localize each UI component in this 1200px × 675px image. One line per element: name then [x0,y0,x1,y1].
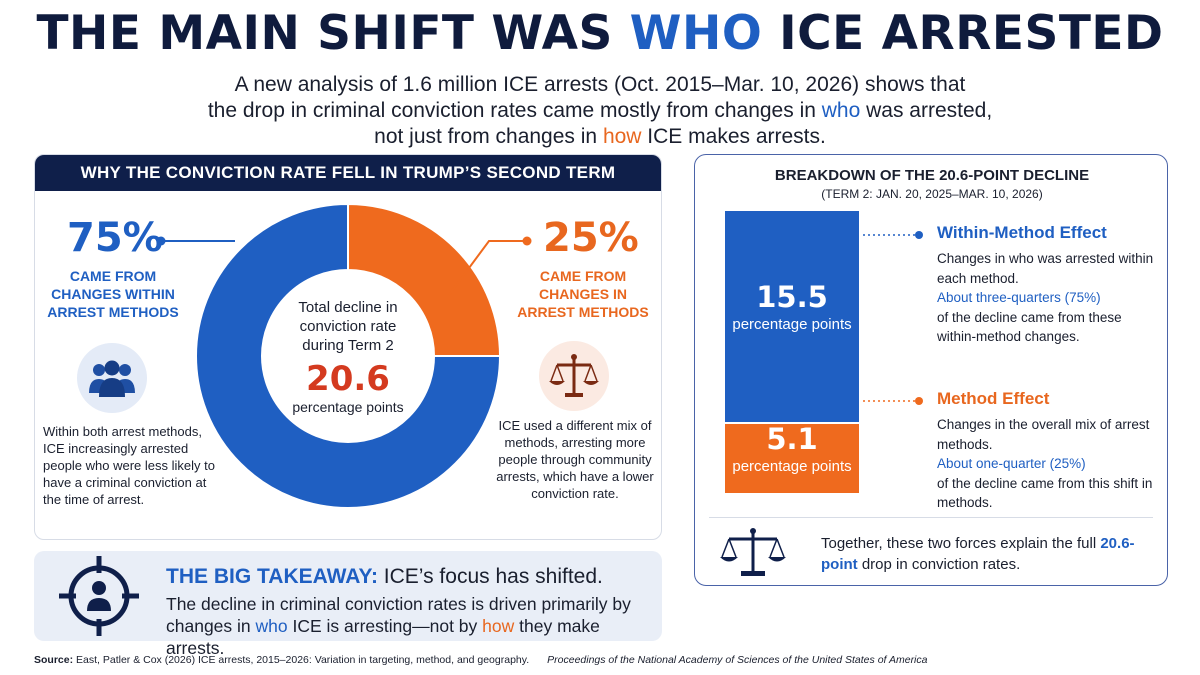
method-effect: Method Effect Changes in the overall mix… [937,389,1157,513]
conviction-donut-panel: WHY THE CONVICTION RATE FELL IN TRUMP’S … [34,154,662,540]
takeaway-body: The decline in criminal conviction rates… [166,593,656,659]
method-connector-dot [522,236,532,246]
method-bar-value: 5.1 [766,422,818,456]
people-group-icon [77,343,147,413]
source-label: Source: [34,654,74,666]
within-effect: Within-Method Effect Changes in who was … [937,223,1157,347]
title-text: THE MAIN SHIFT WAS [36,6,630,61]
takeaway-text: they make arrests. [166,616,600,658]
method-effect-text: Changes in the overall mix of arrest met… [937,417,1150,452]
within-label: CAME FROM CHANGES WITHIN ARREST METHODS [47,268,179,320]
breakdown-subtitle: (TERM 2: JAN. 20, 2025–MAR. 10, 2026) [821,187,1043,201]
takeaway-heading: THE BIG TAKEAWAY: ICE’s focus has shifte… [166,565,603,589]
page-title: THE MAIN SHIFT WAS WHO ICE ARRESTED [0,6,1200,61]
subtitle-line: not just from changes in how ICE makes a… [0,124,1200,150]
takeaway-accent: who [255,616,288,636]
within-effect-text: of the decline came from these within-me… [937,309,1122,345]
within-connector-dot [915,231,923,239]
center-unit: percentage points [292,398,404,415]
source-text: East, Patler & Cox (2026) ICE arrests, 2… [73,654,530,666]
subtitle-accent: who [821,99,861,122]
target-person-icon [59,556,139,636]
subtitle-line: A new analysis of 1.6 million ICE arrest… [234,73,966,96]
donut-svg [195,202,502,509]
within-effect-text: Changes in who was arrested within each … [937,251,1154,286]
within-percent: 75% [67,215,163,261]
panel-header: WHY THE CONVICTION RATE FELL IN TRUMP’S … [35,155,661,191]
takeaway-lead: THE BIG TAKEAWAY: [166,565,378,588]
together-pre: Together, these two forces explain the f… [821,535,1101,552]
subtitle-text: was arrested, [860,99,993,122]
together-accent: 20.6-point [821,535,1135,573]
subtitle-text: the drop in criminal conviction rates ca… [207,99,822,122]
within-bar: 15.5 percentage points [725,211,859,422]
subtitle-accent: how [602,125,642,148]
scales-icon [720,528,786,576]
method-bar-label: 5.1 percentage points [725,421,859,476]
method-effect-share: About one-quarter (25%) [937,454,1157,474]
source-citation: Source: East, Patler & Cox (2026) ICE ar… [34,654,927,666]
method-bar-unit: percentage points [732,458,852,475]
takeaway-accent: how [482,616,515,636]
donut-hole [262,270,434,442]
within-bar-label: 15.5 percentage points [725,279,859,334]
within-bar-unit: percentage points [732,316,852,333]
within-share: About three-quarters (75%) [937,290,1101,305]
method-effect-text: of the decline came from this shift in m… [937,475,1153,511]
takeaway-box: THE BIG TAKEAWAY: ICE’s focus has shifte… [34,551,662,658]
breakdown-panel: BREAKDOWN OF THE 20.6-POINT DECLINE (TER… [694,154,1168,586]
subtitle-text: ICE makes arrests. [641,125,826,148]
method-bar: 5.1 percentage points [725,421,859,493]
title-accent: WHO [629,6,763,61]
method-percent: 25% [543,215,639,261]
scales-icon [539,341,609,411]
method-note: ICE used a different mix of methods, arr… [496,418,654,501]
donut-chart: Total decline in conviction rate during … [193,201,503,511]
breakdown-title: BREAKDOWN OF THE 20.6-POINT DECLINE [774,167,1090,184]
method-connector-dot [915,397,923,405]
within-effect-heading: Within-Method Effect [937,223,1107,242]
subtitle-line: the drop in criminal conviction rates ca… [0,98,1200,124]
within-note: Within both arrest methods, ICE increasi… [43,424,215,507]
subtitle: A new analysis of 1.6 million ICE arrest… [0,72,1200,150]
within-effect-share: About three-quarters (75%) [937,288,1157,308]
within-bar-value: 15.5 [756,280,828,314]
method-effect-heading: Method Effect [937,389,1050,408]
divider [709,517,1153,518]
together-post: drop in conviction rates. [857,556,1021,573]
title-text-end: ICE ARRESTED [762,6,1164,61]
center-value: 20.6 [306,358,390,399]
center-label: Total decline in conviction rate during … [298,298,398,354]
takeaway-rest: ICE’s focus has shifted. [377,565,603,588]
method-share: About one-quarter (25%) [937,456,1086,471]
donut-center: Total decline in conviction rate during … [193,201,503,511]
takeaway-text: The decline in criminal conviction rates… [166,594,631,636]
source-publication: Proceedings of the National Academy of S… [547,654,928,666]
takeaway-text: ICE is arresting—not by [287,616,483,636]
together-text: Together, these two forces explain the f… [821,533,1151,575]
method-label: CAME FROM CHANGES IN ARREST METHODS [517,268,649,320]
subtitle-text: not just from changes in [374,125,603,148]
